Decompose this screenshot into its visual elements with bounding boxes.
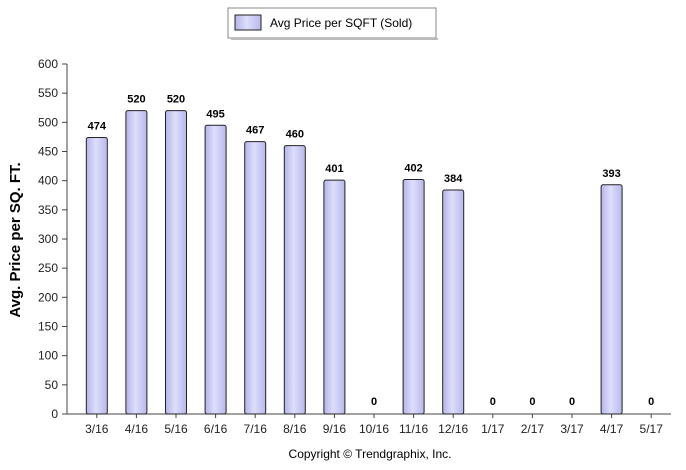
y-tick-label: 250 <box>38 261 58 275</box>
data-label: 0 <box>490 396 496 408</box>
y-tick-label: 300 <box>38 232 58 246</box>
legend-swatch <box>234 14 262 31</box>
legend-label: Avg Price per SQFT (Sold) <box>270 16 412 30</box>
y-tick-label: 200 <box>38 290 58 304</box>
x-tick-label: 12/16 <box>438 422 468 436</box>
bar <box>323 179 346 415</box>
bar <box>85 137 108 415</box>
x-tick-label: 3/16 <box>85 422 109 436</box>
data-label: 402 <box>404 163 422 175</box>
data-label: 393 <box>602 168 620 180</box>
y-tick-label: 150 <box>38 320 58 334</box>
data-label: 520 <box>167 94 185 106</box>
data-label: 495 <box>206 108 224 120</box>
legend: Avg Price per SQFT (Sold) <box>227 7 438 40</box>
data-label: 0 <box>371 396 377 408</box>
x-tick-label: 5/16 <box>164 422 188 436</box>
x-tick-label: 3/17 <box>560 422 584 436</box>
y-tick-label: 550 <box>38 86 58 100</box>
bar <box>244 141 267 415</box>
x-tick-label: 4/17 <box>600 422 624 436</box>
plot-area: 0 50 100 150 200 250 300 350 400 450 500 550 600 3/16… <box>38 57 671 436</box>
bar <box>204 124 227 415</box>
data-label: 0 <box>569 396 575 408</box>
y-tick-label: 400 <box>38 174 58 188</box>
y-tick-label: 0 <box>51 407 58 421</box>
legend-box <box>227 7 437 39</box>
data-label: 520 <box>127 94 145 106</box>
bar <box>402 179 425 415</box>
y-tick-label: 350 <box>38 203 58 217</box>
y-tick-label: 50 <box>45 378 59 392</box>
x-tick-label: 4/16 <box>125 422 149 436</box>
data-label: 0 <box>529 396 535 408</box>
data-label: 467 <box>246 125 264 137</box>
x-tick-label: 11/16 <box>399 422 428 436</box>
x-tick-label: 1/17 <box>481 422 505 436</box>
x-tick-label: 10/16 <box>359 422 389 436</box>
x-tick-label: 9/16 <box>323 422 347 436</box>
x-tick-label: 7/16 <box>244 422 268 436</box>
copyright-text: Copyright © Trendgraphix, Inc. <box>289 447 452 461</box>
y-tick-label: 100 <box>38 349 58 363</box>
bar <box>165 110 187 415</box>
y-tick-label: 450 <box>38 145 58 159</box>
data-label: 401 <box>325 163 343 175</box>
data-label: 0 <box>648 396 654 408</box>
data-label: 474 <box>88 121 107 133</box>
data-label: 384 <box>444 173 463 185</box>
x-tick-label: 5/17 <box>640 422 664 436</box>
bar <box>600 184 623 415</box>
bar <box>442 189 465 415</box>
bar <box>283 145 306 415</box>
y-tick-label: 500 <box>38 115 58 129</box>
x-tick-label: 2/17 <box>521 422 545 436</box>
data-label: 460 <box>286 129 304 141</box>
y-tick-label: 600 <box>38 57 58 71</box>
bar <box>125 110 148 415</box>
y-axis-title: Avg. Price per SQ. FT. <box>7 162 24 317</box>
x-tick-label: 8/16 <box>283 422 307 436</box>
x-tick-label: 6/16 <box>204 422 228 436</box>
legend-box-shadow <box>231 38 438 40</box>
